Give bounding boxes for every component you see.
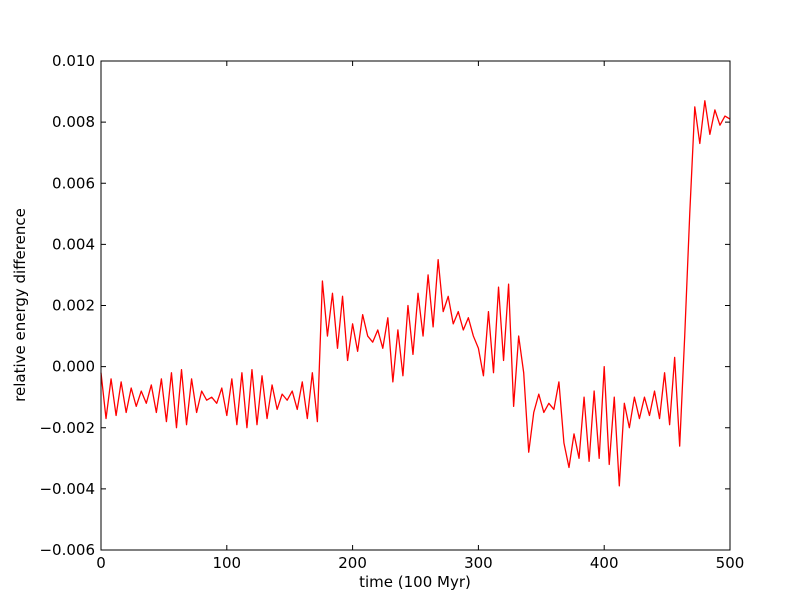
- y-tick-label: 0.010: [52, 52, 95, 70]
- y-axis-label: relative energy difference: [11, 208, 29, 402]
- y-tick-label: 0.002: [52, 297, 95, 315]
- x-axis-label: time (100 Myr): [359, 573, 471, 591]
- plot-frame: [100, 60, 731, 551]
- data-line: [100, 100, 731, 487]
- y-tick-label: −0.006: [39, 541, 95, 559]
- y-tick-label: −0.002: [39, 419, 95, 437]
- x-tick-label: 500: [716, 554, 745, 572]
- x-tick-label: 200: [338, 554, 367, 572]
- x-tick-label: 0: [96, 554, 106, 572]
- x-tick-label: 300: [464, 554, 493, 572]
- y-tick-label: −0.004: [39, 480, 95, 498]
- y-tick-label: 0.008: [52, 113, 95, 131]
- y-tick-label: 0.006: [52, 174, 95, 192]
- x-tick-label: 400: [590, 554, 619, 572]
- x-tick-label: 100: [212, 554, 241, 572]
- y-tick-label: 0.004: [52, 235, 95, 253]
- y-tick-label: 0.000: [52, 358, 95, 376]
